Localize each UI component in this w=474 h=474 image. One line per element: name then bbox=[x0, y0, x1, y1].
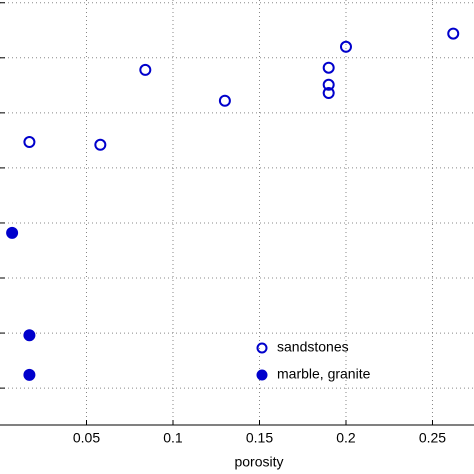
legend-label: marble, granite bbox=[277, 366, 371, 382]
point bbox=[23, 329, 36, 342]
point bbox=[94, 138, 107, 151]
point bbox=[218, 94, 231, 107]
x-axis-label: porosity bbox=[234, 454, 283, 470]
point bbox=[322, 78, 335, 91]
point bbox=[6, 226, 19, 239]
legend-label: sandstones bbox=[277, 339, 349, 355]
x-tick-label: 0.1 bbox=[163, 430, 183, 446]
point bbox=[447, 27, 460, 40]
x-tick-label: 0.2 bbox=[336, 430, 356, 446]
point bbox=[139, 63, 152, 76]
point bbox=[23, 368, 36, 381]
point bbox=[23, 136, 36, 149]
legend-marker bbox=[256, 342, 268, 354]
point bbox=[339, 40, 352, 53]
point bbox=[322, 61, 335, 74]
legend-marker bbox=[256, 369, 268, 381]
x-tick-label: 0.05 bbox=[73, 430, 100, 446]
x-tick-label: 0.25 bbox=[419, 430, 446, 446]
x-tick-label: 0.15 bbox=[246, 430, 273, 446]
point bbox=[322, 87, 335, 100]
